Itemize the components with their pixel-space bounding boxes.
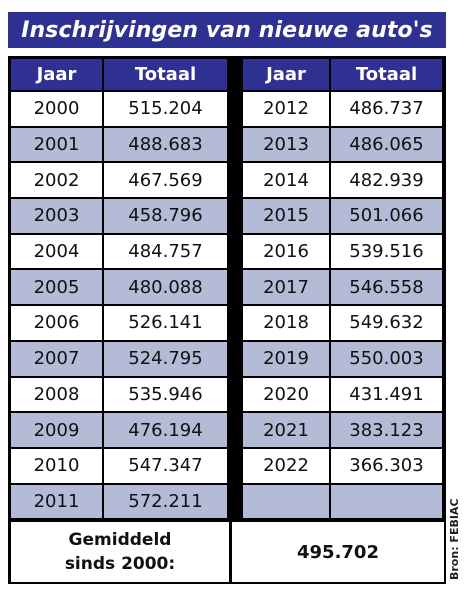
header-totaal: Totaal xyxy=(331,59,444,92)
table-row: 2002 467.569 xyxy=(11,163,229,200)
table-row: 2010 547.347 xyxy=(11,448,229,485)
year-cell xyxy=(243,484,331,521)
total-cell: 549.632 xyxy=(331,306,444,342)
table-title: Inschrijvingen van nieuwe auto's xyxy=(8,12,446,48)
year-cell: 2016 xyxy=(243,234,331,271)
table-row: 2019 550.003 xyxy=(243,341,444,378)
year-cell: 2000 xyxy=(11,92,104,128)
year-cell: 2001 xyxy=(11,127,104,164)
table-row: 2004 484.757 xyxy=(11,234,229,271)
table-row: 2013 486.065 xyxy=(243,127,444,164)
table-row: 2014 482.939 xyxy=(243,163,444,200)
table-row: 2008 535.946 xyxy=(11,377,229,414)
year-cell: 2009 xyxy=(11,413,104,449)
table-row: 2005 480.088 xyxy=(11,270,229,307)
table-row: 2009 476.194 xyxy=(11,413,229,449)
total-cell: 484.757 xyxy=(104,234,229,271)
table-row: 2022 366.303 xyxy=(243,448,444,485)
total-cell: 535.946 xyxy=(104,377,229,414)
header-jaar: Jaar xyxy=(243,59,331,92)
year-cell: 2002 xyxy=(11,163,104,200)
table-row: 2000 515.204 xyxy=(11,92,229,128)
total-cell: 383.123 xyxy=(331,413,444,449)
average-label: Gemiddeld sinds 2000: xyxy=(11,522,229,582)
table-row: 2021 383.123 xyxy=(243,413,444,449)
year-cell: 2011 xyxy=(11,484,104,521)
total-cell: 486.737 xyxy=(331,92,444,128)
total-cell: 480.088 xyxy=(104,270,229,307)
total-cell: 501.066 xyxy=(331,199,444,235)
year-cell: 2014 xyxy=(243,163,331,200)
table-right: Jaar Totaal 2012 486.737 2013 486.065 2014 48… xyxy=(243,59,444,521)
table-row: 2003 458.796 xyxy=(11,199,229,235)
total-cell: 550.003 xyxy=(331,341,444,378)
total-cell: 431.491 xyxy=(331,377,444,414)
table-row: 2001 488.683 xyxy=(11,127,229,164)
year-cell: 2015 xyxy=(243,199,331,235)
year-cell: 2003 xyxy=(11,199,104,235)
header-jaar: Jaar xyxy=(11,59,104,92)
table-row: 2015 501.066 xyxy=(243,199,444,235)
total-cell: 486.065 xyxy=(331,127,444,164)
year-cell: 2019 xyxy=(243,341,331,378)
total-cell: 482.939 xyxy=(331,163,444,200)
total-cell: 572.211 xyxy=(104,484,229,521)
total-cell: 366.303 xyxy=(331,448,444,485)
header-totaal: Totaal xyxy=(104,59,229,92)
year-cell: 2006 xyxy=(11,306,104,342)
total-cell: 488.683 xyxy=(104,127,229,164)
table-row: 2007 524.795 xyxy=(11,341,229,378)
total-cell: 458.796 xyxy=(104,199,229,235)
total-cell: 539.516 xyxy=(331,234,444,271)
table-row: 2017 546.558 xyxy=(243,270,444,307)
total-cell: 546.558 xyxy=(331,270,444,307)
year-cell: 2007 xyxy=(11,341,104,378)
year-cell: 2018 xyxy=(243,306,331,342)
table-row: 2011 572.211 xyxy=(11,484,229,521)
total-cell xyxy=(331,484,444,521)
year-cell: 2008 xyxy=(11,377,104,414)
source-credit: Bron: FEBIAC xyxy=(448,498,461,580)
table-row: 2018 549.632 xyxy=(243,306,444,342)
table-left: Jaar Totaal 2000 515.204 2001 488.683 2002 46… xyxy=(11,59,229,521)
total-cell: 524.795 xyxy=(104,341,229,378)
total-cell: 476.194 xyxy=(104,413,229,449)
total-cell: 547.347 xyxy=(104,448,229,485)
total-cell: 526.141 xyxy=(104,306,229,342)
year-cell: 2017 xyxy=(243,270,331,307)
table-row: 2016 539.516 xyxy=(243,234,444,271)
year-cell: 2005 xyxy=(11,270,104,307)
table-row: 2006 526.141 xyxy=(11,306,229,342)
year-cell: 2022 xyxy=(243,448,331,485)
average-value: 495.702 xyxy=(232,522,444,582)
year-cell: 2013 xyxy=(243,127,331,164)
total-cell: 467.569 xyxy=(104,163,229,200)
table-row xyxy=(243,484,444,521)
year-cell: 2010 xyxy=(11,448,104,485)
year-cell: 2021 xyxy=(243,413,331,449)
average-label-line1: Gemiddeld xyxy=(68,530,172,550)
year-cell: 2020 xyxy=(243,377,331,414)
table-row: 2012 486.737 xyxy=(243,92,444,128)
table-row: 2020 431.491 xyxy=(243,377,444,414)
year-cell: 2012 xyxy=(243,92,331,128)
average-label-line2: sinds 2000: xyxy=(64,554,176,574)
year-cell: 2004 xyxy=(11,234,104,271)
total-cell: 515.204 xyxy=(104,92,229,128)
